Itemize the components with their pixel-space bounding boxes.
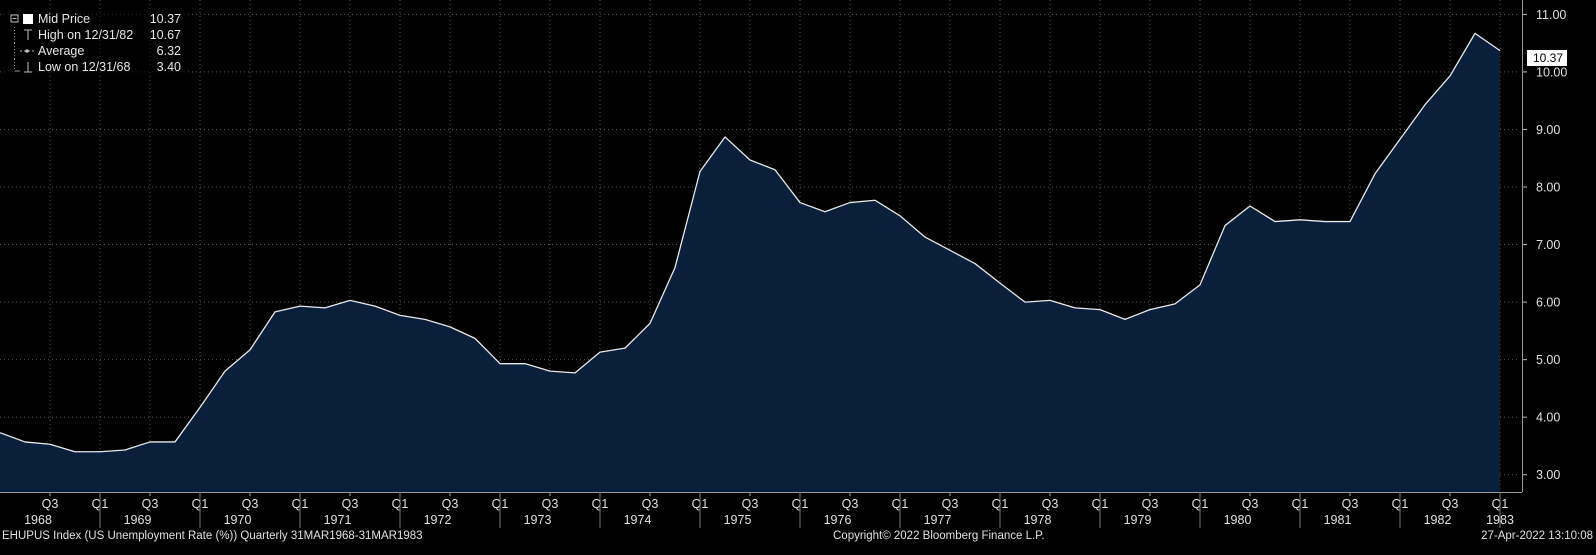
area-layer [0, 32, 1501, 493]
x-tick-label-quarter: Q3 [742, 497, 759, 511]
y-tick-label: 11.00 [1536, 8, 1566, 22]
x-tick-label-year: 1973 [524, 513, 552, 527]
y-tick-label: 4.00 [1536, 411, 1560, 425]
legend-label: Mid Price [38, 12, 91, 26]
x-tick-label-year: 1970 [224, 513, 252, 527]
x-tick-label-quarter: Q3 [942, 497, 959, 511]
x-tick-label-quarter: Q3 [442, 497, 459, 511]
y-tick-label: 10.00 [1536, 65, 1567, 79]
x-tick-label-quarter: Q3 [1342, 497, 1359, 511]
legend-label: High on 12/31/82 [38, 28, 134, 42]
x-tick-label-year: 1972 [424, 513, 452, 527]
x-tick-label-quarter: Q3 [1442, 497, 1459, 511]
legend-item-low: Low on 12/31/68 3.40 [2, 59, 185, 75]
x-tick-label-quarter: Q3 [1042, 497, 1059, 511]
legend-label: Average [38, 44, 85, 58]
x-tick-label-quarter: Q3 [142, 497, 159, 511]
axis-layer: 3.00 4.00 5.00 6.00 7.00 8.00 9.00 10.00 11.00 Q3… [0, 0, 1567, 528]
x-tick-label-quarter: Q3 [1142, 497, 1159, 511]
last-value-tag: 10.37 [1527, 50, 1568, 66]
legend-value: 6.32 [156, 44, 181, 58]
legend: Mid Price 10.37 High on 12/31/82 10.67 A… [2, 9, 185, 75]
x-tick-label-quarter: Q3 [242, 497, 259, 511]
legend-item-high: High on 12/31/82 10.67 [2, 27, 185, 43]
y-tick-label: 8.00 [1536, 181, 1560, 195]
y-tick-label: 9.00 [1536, 123, 1560, 137]
footer-timestamp: 27-Apr-2022 13:10:08 [1481, 530, 1593, 542]
x-tick-label-year: 1979 [1124, 513, 1152, 527]
area-fill [0, 33, 1500, 493]
y-tick-label: 7.00 [1536, 238, 1560, 252]
legend-item-average: Average 6.32 [2, 43, 185, 59]
x-tick-label-quarter: Q3 [42, 497, 59, 511]
x-tick-label-year: 1978 [1024, 513, 1052, 527]
x-tick-label-year: 1980 [1224, 513, 1252, 527]
legend-value: 10.37 [149, 12, 181, 26]
y-tick-label: 3.00 [1536, 468, 1560, 482]
x-tick-label-quarter: Q3 [842, 497, 859, 511]
x-tick-label-year: 1968 [24, 513, 52, 527]
low-marker-icon [10, 59, 34, 75]
x-tick-label-year: 1977 [924, 513, 952, 527]
footer-copyright: Copyright© 2022 Bloomberg Finance L.P. [833, 530, 1045, 542]
x-tick-label-year: 1969 [124, 513, 152, 527]
y-tick-label: 5.00 [1536, 353, 1560, 367]
legend-item-mid-price[interactable]: Mid Price 10.37 [2, 11, 185, 27]
x-tick-label-quarter: Q3 [542, 497, 559, 511]
legend-label: Low on 12/31/68 [38, 60, 131, 74]
x-tick-label-year: 1971 [324, 513, 352, 527]
x-tick-label-year: 1974 [624, 513, 652, 527]
high-marker-icon [10, 27, 34, 43]
x-tick-label-quarter: Q3 [342, 497, 359, 511]
x-tick-label-year: 1975 [724, 513, 752, 527]
x-tick-label-quarter: Q3 [642, 497, 659, 511]
legend-value: 3.40 [156, 60, 181, 74]
x-tick-label-year: 1981 [1324, 513, 1352, 527]
collapse-toggle-icon[interactable] [10, 11, 34, 27]
y-tick-label: 6.00 [1536, 296, 1560, 310]
x-tick-label-year: 1982 [1424, 513, 1452, 527]
x-tick-label-quarter: Q3 [1242, 497, 1259, 511]
x-tick-label-year: 1976 [824, 513, 852, 527]
average-marker-icon [10, 43, 34, 59]
series-line [0, 32, 1501, 453]
legend-value: 10.67 [149, 28, 181, 42]
footer-series-description: EHUPUS Index (US Unemployment Rate (%)) … [2, 530, 423, 542]
